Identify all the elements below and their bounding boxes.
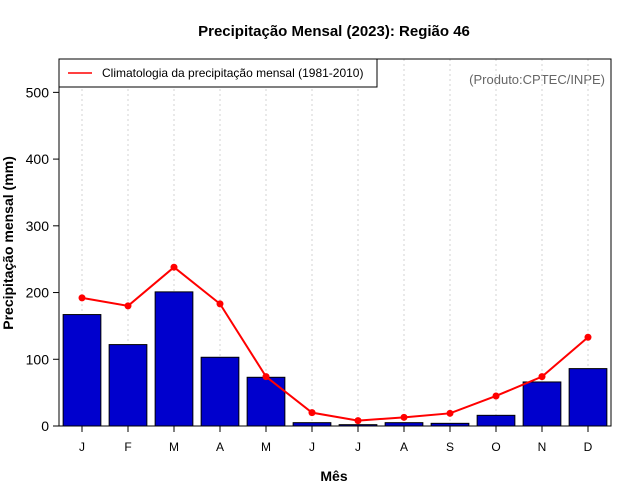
climatology-point-12 [584, 333, 592, 341]
x-tick-label: A [400, 440, 408, 454]
climatology-point-11 [538, 373, 546, 381]
x-tick-label: D [584, 440, 593, 454]
climatology-point-8 [400, 413, 408, 421]
x-tick-label: F [124, 440, 131, 454]
y-tick-label: 0 [41, 418, 49, 434]
bar-3 [154, 291, 194, 427]
climatology-point-5 [262, 373, 270, 381]
bar-4 [200, 356, 240, 427]
climatology-point-3 [170, 263, 178, 271]
y-tick-label: 200 [26, 285, 50, 301]
bar-8 [384, 422, 424, 427]
legend-label: Climatologia da precipitação mensal (198… [102, 66, 363, 80]
x-tick-label: S [446, 440, 454, 454]
climatology-point-10 [492, 392, 500, 400]
climatology-point-9 [446, 409, 454, 417]
x-axis-label: Mês [320, 468, 347, 484]
chart-annotation: (Produto:CPTEC/INPE) [469, 72, 605, 87]
climatology-point-2 [124, 302, 132, 310]
climatology-line [81, 265, 589, 422]
x-tick-label: J [79, 440, 85, 454]
chart-title: Precipitação Mensal (2023): Região 46 [198, 23, 470, 40]
plot-area: 0 100 200 300 400 500 J F M A M J J A S O N D Climatologia… [26, 58, 612, 454]
x-tick-label: M [261, 440, 271, 454]
x-tick-label: N [538, 440, 547, 454]
x-tick-label: A [216, 440, 224, 454]
y-tick-label: 500 [26, 84, 50, 100]
bar-10 [476, 414, 516, 427]
y-axis-label: Precipitação mensal (mm) [0, 156, 16, 330]
bar-12 [568, 368, 608, 427]
x-tick-label: J [309, 440, 315, 454]
climatology-point-1 [78, 294, 86, 302]
bar-1 [62, 314, 102, 427]
bar-6 [292, 422, 332, 427]
climatology-point-4 [216, 300, 224, 308]
legend-box [58, 58, 378, 88]
climatology-point-7 [354, 417, 362, 425]
x-tick-label: O [491, 440, 500, 454]
bar-5 [246, 376, 286, 427]
y-tick-label: 400 [26, 151, 50, 167]
bar-11 [522, 381, 562, 427]
bar-2 [108, 344, 148, 427]
y-tick-label: 100 [26, 351, 50, 367]
climatology-point-6 [308, 409, 316, 417]
y-tick-label: 300 [26, 218, 50, 234]
x-tick-label: M [169, 440, 179, 454]
x-tick-label: J [355, 440, 361, 454]
